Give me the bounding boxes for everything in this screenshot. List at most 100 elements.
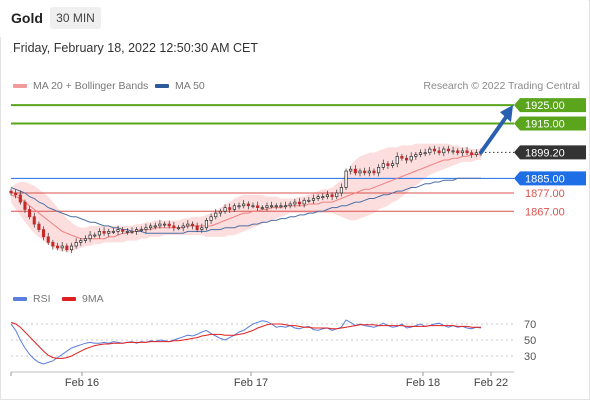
candle <box>251 205 255 208</box>
candle <box>97 231 101 236</box>
candle <box>237 205 241 208</box>
candle <box>232 205 236 210</box>
candle <box>293 201 297 205</box>
candle <box>465 150 469 154</box>
candle <box>311 198 316 201</box>
candle <box>139 229 143 231</box>
candle <box>344 170 348 188</box>
candle <box>121 229 125 232</box>
candle <box>9 190 13 194</box>
candle <box>325 194 329 197</box>
candle <box>381 163 385 168</box>
rsi-tick-label: 70 <box>524 319 536 331</box>
candle <box>437 150 441 154</box>
candle <box>218 210 222 214</box>
forecast-arrow-head <box>500 105 513 123</box>
candle <box>14 192 18 196</box>
ma20-legend-swatch <box>13 84 27 88</box>
level-box-1925.00 <box>514 98 586 113</box>
level-box-1915.00 <box>514 116 586 131</box>
timeframe-button[interactable]: 30 MIN <box>50 7 101 29</box>
candle <box>163 223 167 226</box>
rsi-legend-label: RSI <box>33 293 51 305</box>
candle <box>349 168 353 172</box>
candle <box>260 207 264 209</box>
candle <box>176 227 181 230</box>
candle <box>195 225 199 230</box>
candle <box>256 205 260 208</box>
candle <box>172 225 176 229</box>
candle <box>456 150 460 154</box>
candle <box>377 167 381 174</box>
candle <box>302 199 306 205</box>
candle <box>69 245 74 251</box>
candle <box>246 203 250 207</box>
candle <box>288 203 292 207</box>
candle <box>363 170 367 174</box>
candle <box>153 225 157 228</box>
rsi-9ma-line <box>10 321 481 359</box>
candle <box>18 194 22 203</box>
candle <box>46 236 50 243</box>
candle <box>400 156 404 159</box>
level-label-1877.00: 1877.00 <box>525 188 565 200</box>
level-label-1867.00: 1867.00 <box>525 206 565 218</box>
chart-header: Gold 30 MIN <box>0 0 588 37</box>
candle <box>228 207 232 210</box>
candle <box>102 231 106 234</box>
rsi-legend-swatch <box>13 297 27 301</box>
ma50-legend-label: MA 50 <box>175 80 205 92</box>
candle <box>386 163 390 166</box>
forecast-arrow <box>479 115 508 155</box>
candle <box>111 231 115 233</box>
candle <box>23 201 27 210</box>
chart-datetime: Friday, February 18, 2022 12:50:30 AM CE… <box>13 41 259 55</box>
credit-text: Research © 2022 Trading Central <box>423 80 580 92</box>
level-label-1885.00: 1885.00 <box>525 173 565 185</box>
candle <box>83 238 88 241</box>
candle <box>474 152 478 155</box>
candle <box>470 152 474 155</box>
candle <box>223 207 227 212</box>
candle <box>107 231 111 234</box>
candle <box>265 205 269 208</box>
candle <box>418 152 423 155</box>
candle <box>88 234 92 240</box>
candle <box>242 203 246 207</box>
level-label-1899.20: 1899.20 <box>525 147 565 159</box>
ma9-legend-swatch <box>62 297 76 301</box>
candle <box>460 150 464 154</box>
candle <box>167 223 171 227</box>
x-tick-label: Feb 16 <box>65 377 99 389</box>
level-box-1899.20 <box>514 145 586 160</box>
candle <box>391 163 395 166</box>
candle <box>32 216 36 225</box>
candle <box>395 156 399 165</box>
rsi-tick-label: 50 <box>524 335 536 347</box>
candle <box>353 168 357 174</box>
candle <box>204 220 208 229</box>
candle <box>79 240 83 243</box>
candle <box>135 229 139 232</box>
candle <box>423 152 427 155</box>
candle <box>297 201 302 205</box>
candle <box>428 148 432 154</box>
level-box-1885.00 <box>514 171 586 186</box>
candle <box>186 223 190 227</box>
ma20-legend-label: MA 20 + Bollinger Bands <box>33 80 149 92</box>
candle <box>200 227 204 230</box>
candle <box>339 187 343 194</box>
candle <box>130 231 134 233</box>
level-label-1915.00: 1915.00 <box>525 118 565 130</box>
rsi-line <box>10 319 482 365</box>
candle <box>65 245 69 251</box>
candle <box>42 229 46 238</box>
bollinger-band <box>11 143 481 252</box>
candle <box>432 148 437 152</box>
candles <box>9 145 483 254</box>
candle <box>330 194 334 197</box>
candle <box>274 205 278 208</box>
x-tick-label: Feb 22 <box>474 377 508 389</box>
candle <box>209 216 213 221</box>
